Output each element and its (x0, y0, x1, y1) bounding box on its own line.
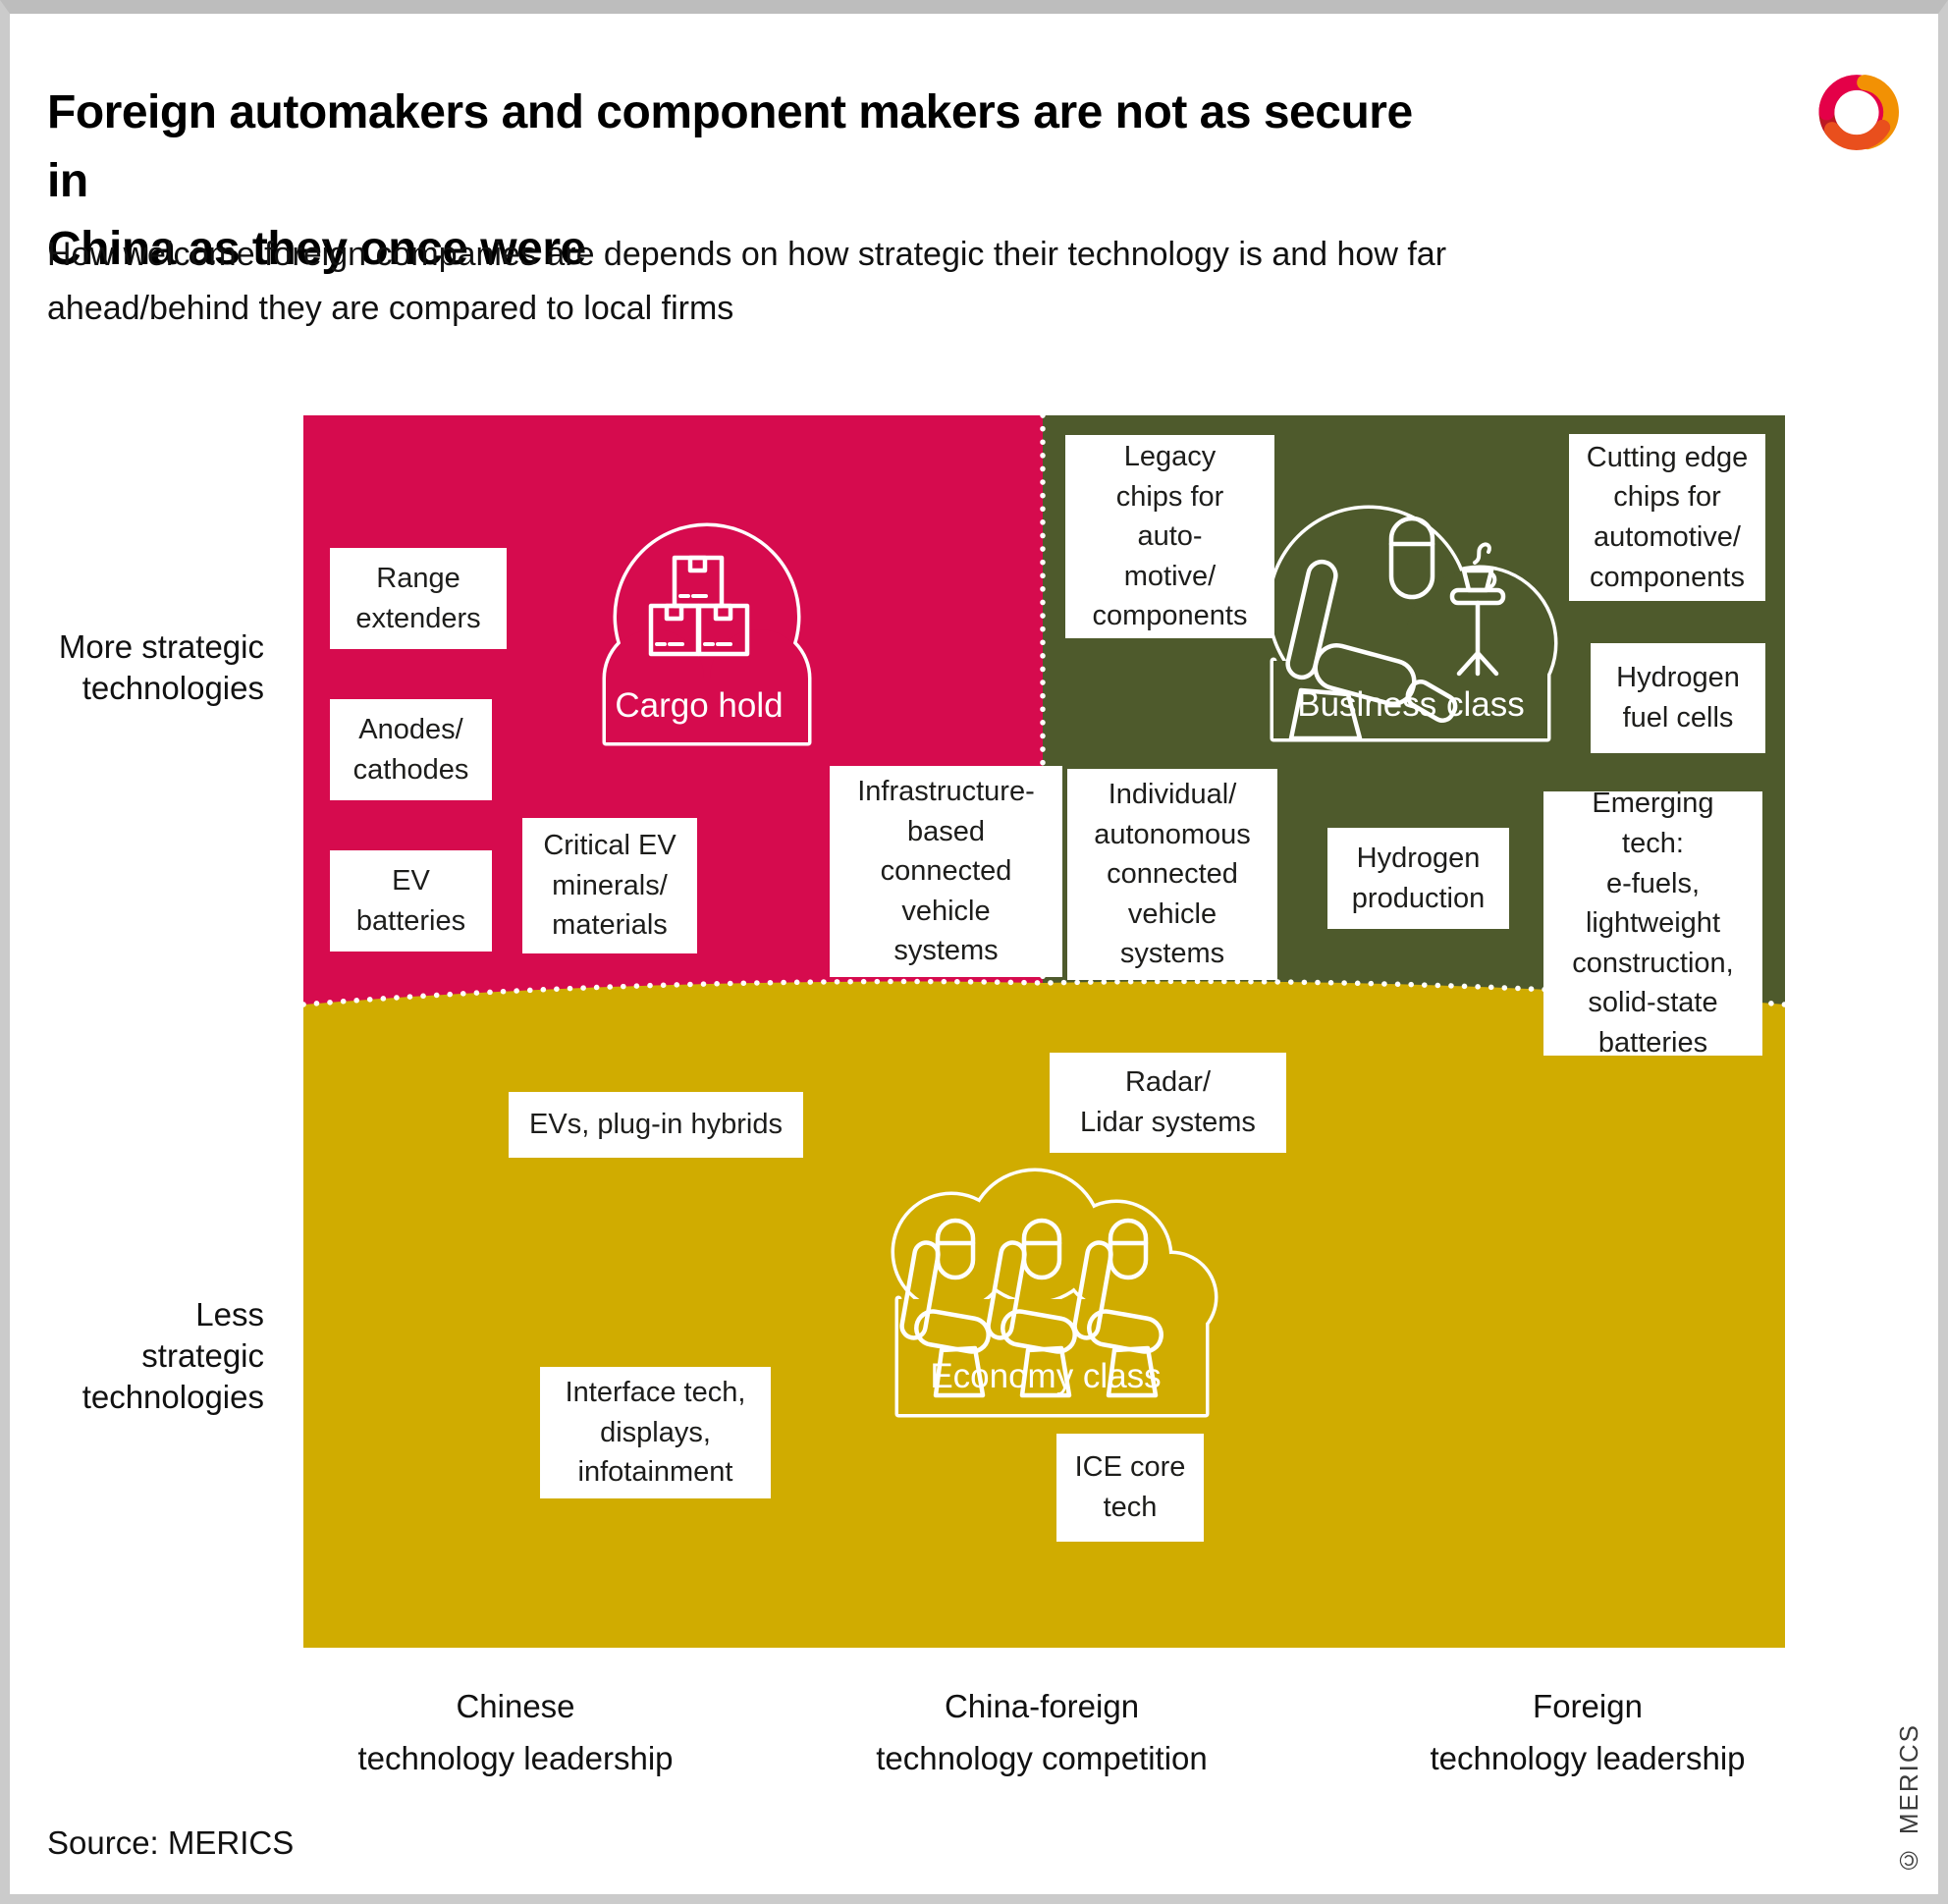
label-critical-ev-minerals: Critical EV minerals/ materials (522, 818, 697, 953)
label-evs-hybrids: EVs, plug-in hybrids (509, 1092, 803, 1158)
label-radar-lidar: Radar/ Lidar systems (1050, 1053, 1286, 1153)
page-title: Foreign automakers and component makers … (47, 86, 1413, 276)
label-range-extenders: Range extenders (330, 548, 507, 649)
logo-arc-red-orange (1823, 119, 1891, 150)
business-seat-icon (1285, 559, 1458, 741)
label-cutting-edge-chips: Cutting edge chips for automotive/ compo… (1569, 434, 1765, 601)
label-interface-tech: Interface tech, displays, infotainment (540, 1367, 771, 1498)
label-ev-batteries: EV batteries (330, 850, 492, 952)
label-emerging-tech: Emerging tech: e-fuels, lightweight cons… (1543, 788, 1762, 1059)
x-axis-label-chinese-leadership: Chinese technology leadership (357, 1688, 674, 1776)
source-note: Source: MERICS (47, 1824, 295, 1861)
label-ice-core-tech: ICE core tech (1056, 1434, 1204, 1542)
page-subtitle: How welcome foreign companies are depend… (47, 236, 1447, 328)
business-class-cloud-icon (1267, 505, 1558, 742)
steam-icon (1473, 542, 1491, 565)
merics-logo-icon (1818, 75, 1899, 150)
economy-class-cloud-icon (891, 1168, 1218, 1418)
economy-seats-icon (899, 1218, 1163, 1398)
label-anodes-cathodes: Anodes/ cathodes (330, 699, 492, 800)
label-hydrogen-fuel-cells: Hydrogen fuel cells (1591, 643, 1765, 753)
label-hydrogen-production: Hydrogen production (1327, 828, 1509, 929)
coffee-table-icon (1449, 542, 1506, 677)
cargo-hold-cloud-icon (602, 522, 812, 746)
economy-class-title: Economy class (930, 1357, 1162, 1395)
y-axis-label-less-strategic: Less strategic technologies (81, 1296, 264, 1415)
label-legacy-chips: Legacy chips for auto- motive/ component… (1065, 435, 1274, 638)
copyright-note: © MERICS (1894, 1722, 1923, 1875)
x-axis-label-foreign-leadership: Foreign technology leadership (1430, 1688, 1746, 1776)
cargo-hold-title: Cargo hold (615, 686, 784, 725)
airplane-window-icon (1388, 516, 1435, 600)
x-axis-label-competition: China-foreign technology competition (876, 1688, 1208, 1776)
label-individual-autonomous: Individual/ autonomous connected vehicle… (1067, 769, 1277, 980)
y-axis-label-more-strategic: More strategic technologies (58, 628, 264, 706)
label-infrastructure-connected: Infrastructure- based connected vehicle … (830, 766, 1062, 977)
cargo-boxes-icon (648, 555, 750, 657)
business-class-title: Business class (1297, 685, 1525, 724)
